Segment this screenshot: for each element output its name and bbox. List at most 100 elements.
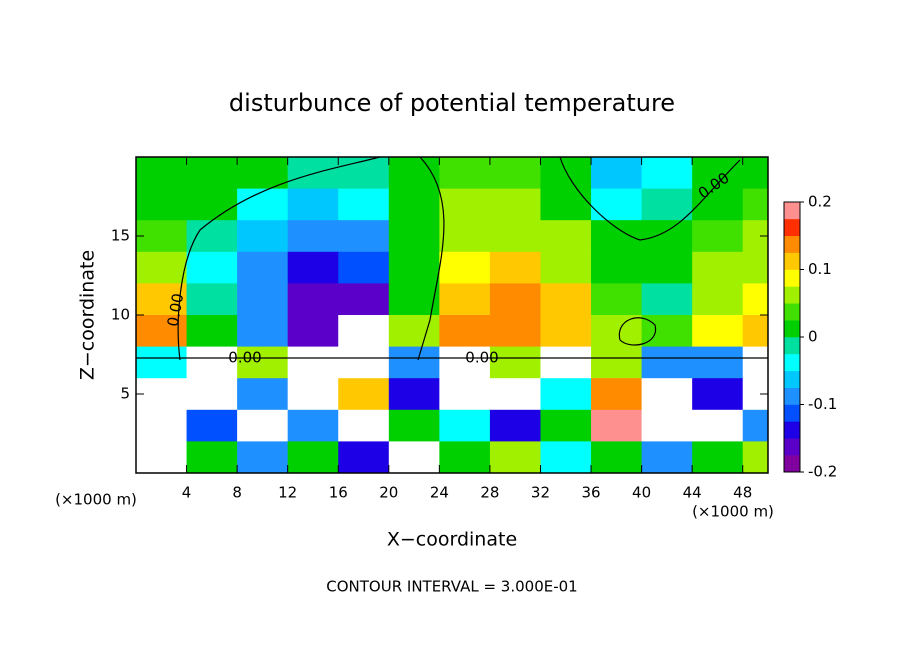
cell [186,315,238,348]
x-axis-label: X−coordinate [387,529,517,551]
colorbar-swatch [784,202,800,220]
cell [338,346,390,379]
x-tick-label: 44 [683,484,702,502]
cell [641,157,693,190]
contour-line [177,156,381,361]
cell [641,188,693,221]
cell [692,346,744,379]
contour-label: 0.00 [164,292,188,328]
cell [540,441,592,473]
cell [287,409,339,442]
cell [692,378,744,411]
cell [489,283,541,316]
contours [136,156,768,361]
cell [489,346,541,379]
cell [338,188,390,221]
cell [692,409,744,442]
colorbar-frame [783,201,801,473]
cell [338,157,390,190]
cell [540,157,592,190]
cell [388,315,440,348]
chart-title: disturbunce of potential temperature [229,89,675,117]
cell [489,157,541,190]
cell [287,441,339,473]
x-tick-label: 16 [329,484,348,502]
cell [591,409,643,442]
cell [742,188,768,221]
cell [591,346,643,379]
cell [439,441,491,473]
cell [742,251,768,284]
cell [591,378,643,411]
cell [439,251,491,284]
cell [237,157,289,190]
cell [287,251,339,284]
cell [439,188,491,221]
cell [692,441,744,473]
cell [186,409,238,442]
cell [287,346,339,379]
cell [338,409,390,442]
colorbar-swatch [784,252,800,270]
cell [287,283,339,316]
x-tick-label: 24 [430,484,449,502]
cell [591,441,643,473]
cell [591,283,643,316]
y-axis-label: Z−coordinate [77,250,99,380]
cell [186,251,238,284]
cell [388,220,440,253]
colorbar-tick-label: 0 [808,328,818,346]
cell [338,251,390,284]
colorbar-swatch [784,269,800,287]
colorbar-tick-label: 0.1 [808,260,832,278]
colorbar-tick-label: -0.2 [808,463,837,481]
cell [692,188,744,221]
footer: CONTOUR INTERVAL = 3.000E-01 [326,578,577,596]
x-tick-label: 12 [278,484,297,502]
cell [540,283,592,316]
cell [136,409,188,442]
colorbar-swatch [784,320,800,338]
cell [692,283,744,316]
colorbar-swatch [784,404,800,422]
colorbar-swatch [784,303,800,321]
cell [591,188,643,221]
cell [540,346,592,379]
cell [742,315,768,348]
cell [591,251,643,284]
cell [641,441,693,473]
cell [641,283,693,316]
cell [136,220,188,253]
cell [591,220,643,253]
x-tick-label: 4 [182,484,192,502]
cell [540,378,592,411]
colorbar-swatch [784,286,800,304]
cell [136,188,188,221]
cell [489,220,541,253]
cell [489,188,541,221]
cell [136,441,188,473]
contour-line [559,156,741,241]
colorbar-tick-label: 0.2 [808,193,832,211]
colorbar-swatch [784,421,800,439]
cell [338,283,390,316]
y-tick-label: 5 [120,385,130,403]
cell [136,378,188,411]
colorbar-swatch [784,218,800,237]
colorbar-tick-label: -0.1 [808,395,837,413]
cell [237,251,289,284]
cell [692,251,744,284]
cell [591,157,643,190]
cell [388,251,440,284]
y-tick-label: 10 [111,306,130,324]
x-unit: (×1000 m) [55,491,137,509]
cell [287,378,339,411]
cell [338,441,390,473]
field [136,157,768,473]
x-tick-label: 36 [581,484,600,502]
cell [742,346,768,379]
cell [641,409,693,442]
cell [439,283,491,316]
cell [186,378,238,411]
colorbar-swatch [784,370,800,388]
